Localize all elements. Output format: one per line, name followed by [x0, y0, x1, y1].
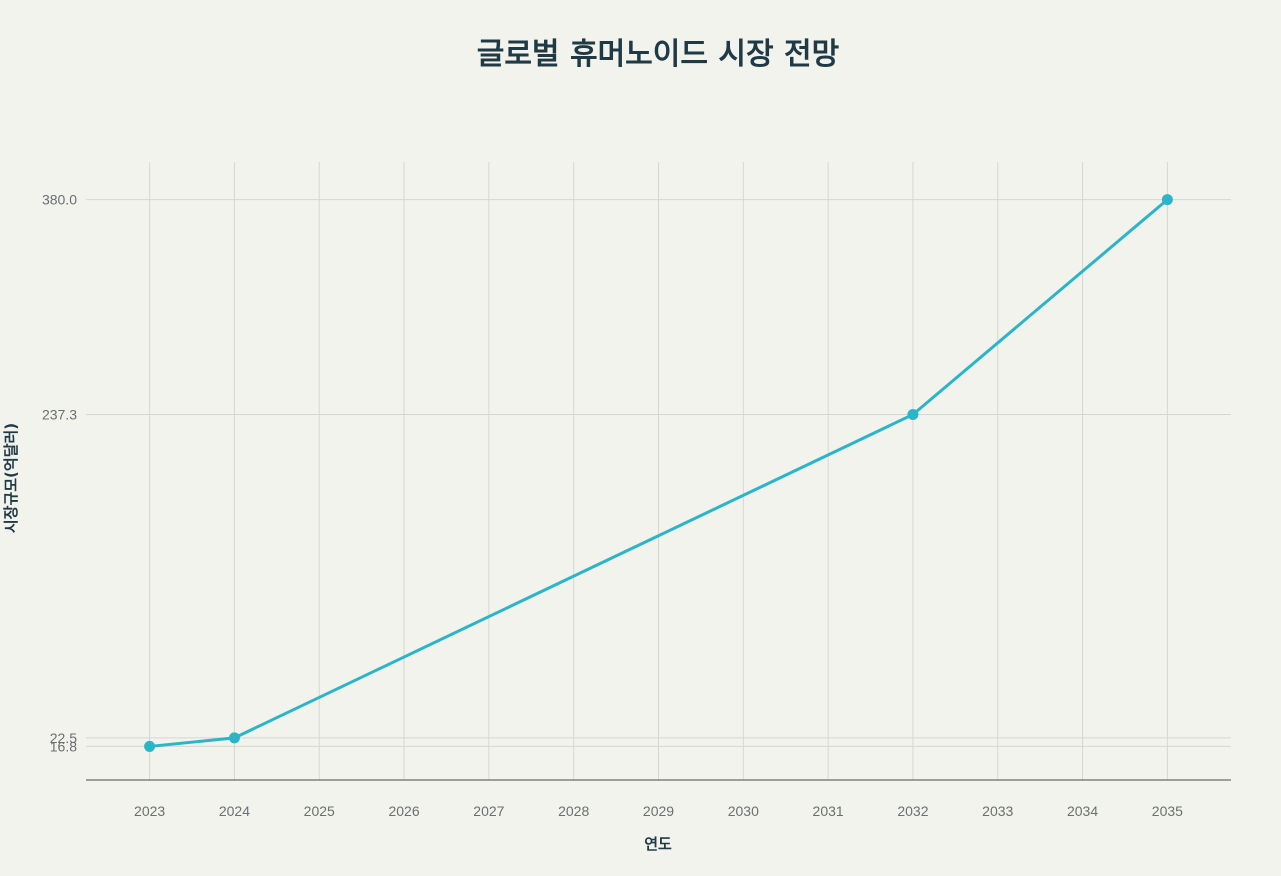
data-point: [907, 408, 919, 420]
chart-title: 글로벌 휴머노이드 시장 전망: [477, 37, 840, 72]
y-tick-label: 237.3: [42, 406, 77, 422]
x-axis-title: 연도: [644, 835, 672, 853]
data-point: [1161, 194, 1173, 206]
x-tick-label: 2024: [219, 803, 250, 819]
data-point: [228, 732, 240, 744]
x-tick-label: 2034: [1067, 803, 1098, 819]
y-tick-label: 380.0: [42, 192, 77, 208]
x-tick-label: 2030: [728, 803, 759, 819]
y-tick-label: 22.5: [50, 730, 77, 746]
x-tick-label: 2032: [897, 803, 928, 819]
x-tick-label: 2033: [982, 803, 1013, 819]
x-tick-label: 2027: [473, 803, 504, 819]
x-tick-label: 2026: [388, 803, 419, 819]
y-tick-label: 16.8: [50, 738, 77, 754]
x-tick-label: 2035: [1152, 803, 1183, 819]
x-tick-label: 2023: [134, 803, 165, 819]
x-tick-label: 2028: [558, 803, 589, 819]
x-tick-label: 2029: [643, 803, 674, 819]
tick-labels: 2023 2024 2025 2026 2027 2028 2029 2030 2031 2032…: [42, 192, 1183, 819]
series-line: [148, 198, 1169, 748]
series: [144, 194, 1173, 752]
y-axis-title: 시장규모(억달러): [2, 423, 20, 533]
data-point: [144, 740, 156, 752]
grid: [86, 162, 1231, 780]
x-tick-label: 2025: [304, 803, 335, 819]
x-tick-label: 2031: [813, 803, 844, 819]
